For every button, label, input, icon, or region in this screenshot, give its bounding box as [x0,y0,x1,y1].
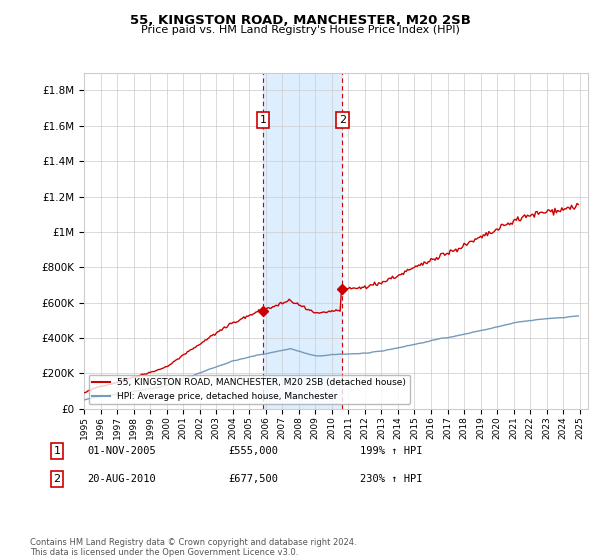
Text: Price paid vs. HM Land Registry's House Price Index (HPI): Price paid vs. HM Land Registry's House … [140,25,460,35]
Bar [263,73,342,409]
Text: Contains HM Land Registry data © Crown copyright and database right 2024.
This d: Contains HM Land Registry data © Crown c… [30,538,356,557]
Text: 2: 2 [338,115,346,125]
Legend: 55, KINGSTON ROAD, MANCHESTER, M20 2SB (detached house), HPI: Average price, det: 55, KINGSTON ROAD, MANCHESTER, M20 2SB (… [89,375,410,404]
Text: 199% ↑ HPI: 199% ↑ HPI [360,446,422,456]
Text: 55, KINGSTON ROAD, MANCHESTER, M20 2SB: 55, KINGSTON ROAD, MANCHESTER, M20 2SB [130,14,470,27]
Text: 1: 1 [53,446,61,456]
Text: £677,500: £677,500 [228,474,278,484]
Text: 1: 1 [260,115,266,125]
Text: 230% ↑ HPI: 230% ↑ HPI [360,474,422,484]
Text: 20-AUG-2010: 20-AUG-2010 [87,474,156,484]
Text: 01-NOV-2005: 01-NOV-2005 [87,446,156,456]
Text: £555,000: £555,000 [228,446,278,456]
Text: 2: 2 [53,474,61,484]
